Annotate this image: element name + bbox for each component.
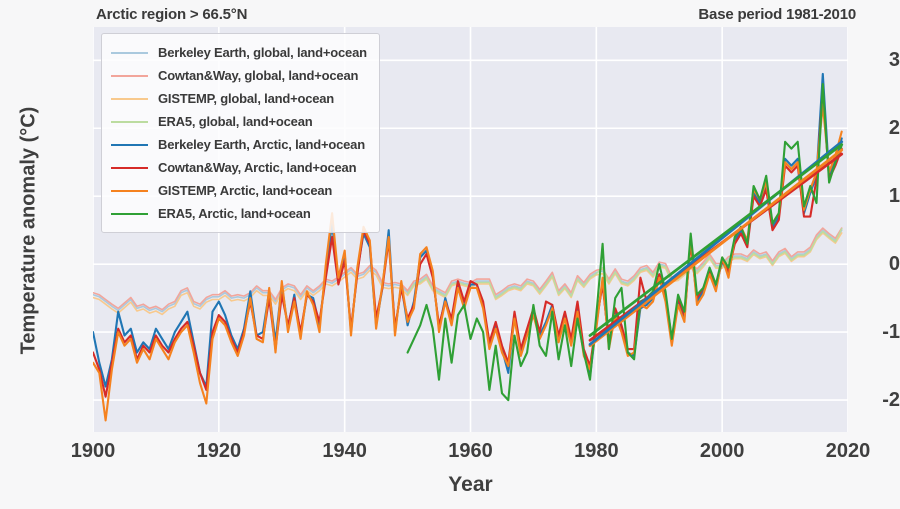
x-tick-label: 2020 bbox=[825, 440, 871, 462]
x-tick-label: 1980 bbox=[574, 440, 619, 462]
y-tick-label: -2 bbox=[882, 389, 900, 412]
legend-line-swatch bbox=[111, 212, 148, 215]
chart-title: Arctic region > 66.5°N bbox=[96, 6, 248, 23]
legend-item: GISTEMP, global, land+ocean bbox=[111, 87, 367, 110]
legend-line-swatch bbox=[111, 120, 148, 123]
legend-item-label: Cowtan&Way, global, land+ocean bbox=[158, 68, 359, 83]
y-tick-label: 1 bbox=[888, 185, 900, 208]
x-tick-label: 1900 bbox=[70, 440, 116, 462]
series-line-era5_global bbox=[406, 228, 843, 299]
legend-item-label: Berkeley Earth, global, land+ocean bbox=[158, 45, 367, 60]
legend-item-label: Berkeley Earth, Arctic, land+ocean bbox=[158, 137, 365, 152]
legend-item: Berkeley Earth, global, land+ocean bbox=[111, 41, 367, 64]
legend-line-swatch bbox=[111, 189, 148, 192]
series-line-cowtan_global bbox=[93, 227, 843, 311]
legend-item-label: ERA5, global, land+ocean bbox=[158, 114, 313, 129]
legend-item: ERA5, global, land+ocean bbox=[111, 110, 367, 133]
legend-line-swatch bbox=[111, 166, 148, 169]
y-axis-label: Temperature anomaly (°C) bbox=[17, 106, 40, 355]
legend-line-swatch bbox=[111, 143, 148, 146]
series-line-gistemp_global bbox=[93, 232, 843, 316]
x-axis-label: Year bbox=[448, 473, 493, 496]
series-line-era5_arctic bbox=[406, 83, 843, 402]
y-tick-label: -1 bbox=[882, 321, 900, 344]
legend-item-label: GISTEMP, Arctic, land+ocean bbox=[158, 183, 333, 198]
base-period-annotation: Base period 1981-2010 bbox=[698, 6, 856, 23]
y-tick-label: 0 bbox=[888, 253, 900, 276]
trend-line bbox=[588, 148, 844, 348]
legend-line-swatch bbox=[111, 74, 148, 77]
x-tick-label: 1920 bbox=[196, 440, 242, 462]
legend-line-swatch bbox=[111, 51, 148, 54]
series-line-berkeley_global bbox=[93, 229, 843, 313]
trend-line bbox=[588, 143, 844, 337]
y-tick-label: 3 bbox=[888, 49, 900, 72]
legend-item: GISTEMP, Arctic, land+ocean bbox=[111, 179, 367, 202]
legend-item-label: GISTEMP, global, land+ocean bbox=[158, 91, 335, 106]
series-line-gistemp_arctic bbox=[93, 103, 843, 422]
y-tick-label: 2 bbox=[888, 117, 900, 140]
legend-box: Berkeley Earth, global, land+ocean Cowtan… bbox=[101, 33, 380, 233]
x-tick-label: 1960 bbox=[448, 440, 493, 462]
legend-line-swatch bbox=[111, 97, 148, 100]
legend-item-label: Cowtan&Way, Arctic, land+ocean bbox=[158, 160, 357, 175]
legend-item: Cowtan&Way, Arctic, land+ocean bbox=[111, 156, 367, 179]
legend-item: ERA5, Arctic, land+ocean bbox=[111, 202, 367, 225]
legend-item: Berkeley Earth, Arctic, land+ocean bbox=[111, 133, 367, 156]
x-tick-label: 2000 bbox=[699, 440, 745, 462]
x-tick-label: 1940 bbox=[322, 440, 367, 462]
legend-item-label: ERA5, Arctic, land+ocean bbox=[158, 206, 311, 221]
legend-item: Cowtan&Way, global, land+ocean bbox=[111, 64, 367, 87]
plot-area: Berkeley Earth, global, land+ocean Cowtan… bbox=[93, 27, 848, 432]
